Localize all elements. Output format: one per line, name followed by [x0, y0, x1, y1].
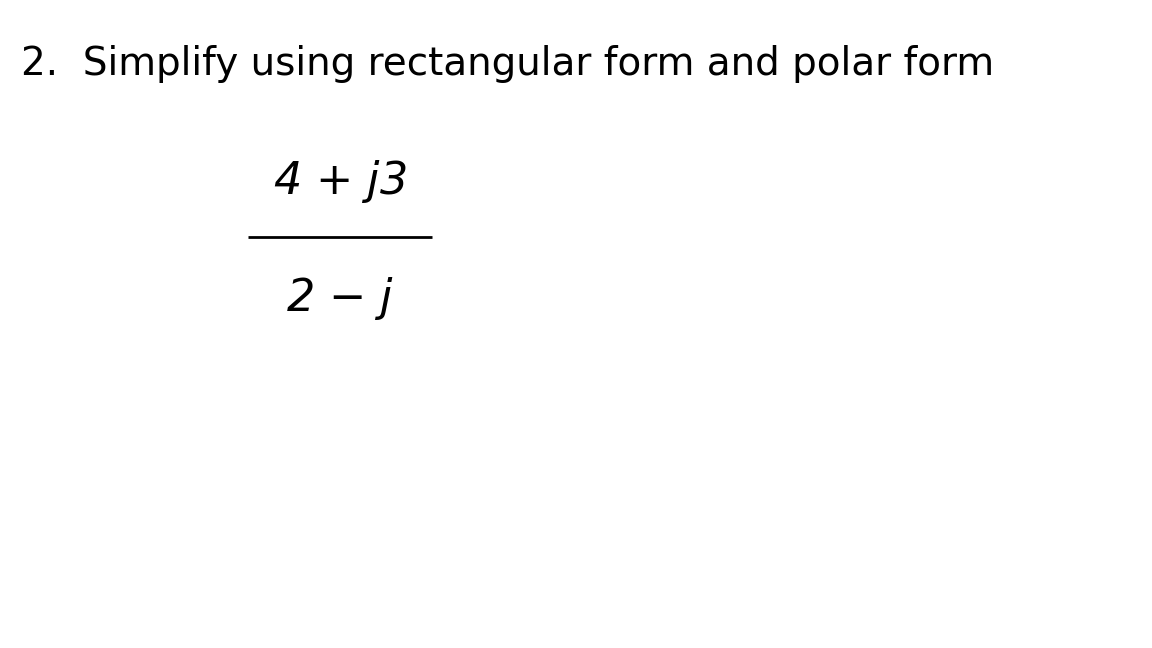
Text: 2.  Simplify using rectangular form and polar form: 2. Simplify using rectangular form and p… [21, 45, 994, 84]
Text: 2 − $j$: 2 − $j$ [286, 275, 394, 321]
Text: 4 + $j$3: 4 + $j$3 [273, 158, 407, 205]
